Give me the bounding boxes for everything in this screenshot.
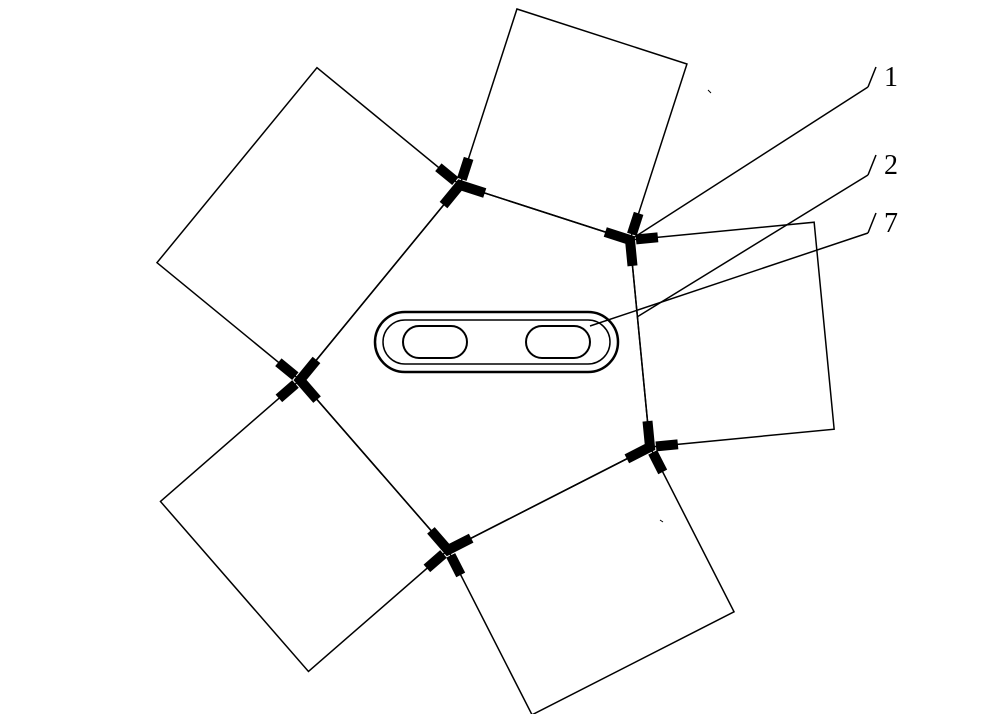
corner-bracket-2 [627,421,650,459]
callout-label-1: 1 [884,62,898,94]
callout-label-7: 7 [884,208,898,240]
corner-bracket-0 [444,185,485,205]
callout-label-2: 2 [884,150,898,182]
flap-tab-b-4 [438,167,455,181]
flap-tab-a-4 [278,362,295,376]
handle-outer [375,312,618,372]
flap-tab-a-2 [653,452,663,472]
flap-tab-a-0 [462,158,469,179]
flap-2 [448,447,734,714]
flap-4 [157,68,460,380]
leader-tick-1 [868,67,876,87]
flap-tab-b-0 [632,213,639,234]
scan-speck [708,90,711,93]
leader-1 [630,87,868,240]
leader-tick-7 [868,213,876,233]
scan-speck [660,520,663,522]
handle-slot-left [403,326,467,358]
flap-tab-b-3 [279,384,296,398]
flap-tab-b-2 [451,555,461,575]
flap-tab-a-3 [427,554,444,568]
pentagon-body [300,185,650,550]
corner-bracket-4 [300,360,317,400]
flap-tab-b-1 [656,444,678,446]
flap-1 [630,222,834,447]
corner-bracket-3 [431,530,471,550]
leader-2 [637,175,868,317]
corner-bracket-1 [605,232,632,266]
flap-0 [460,9,687,240]
handle-slot-right [526,326,590,358]
flap-tab-a-1 [636,237,658,239]
leader-tick-2 [868,155,876,175]
flap-3 [160,380,448,671]
